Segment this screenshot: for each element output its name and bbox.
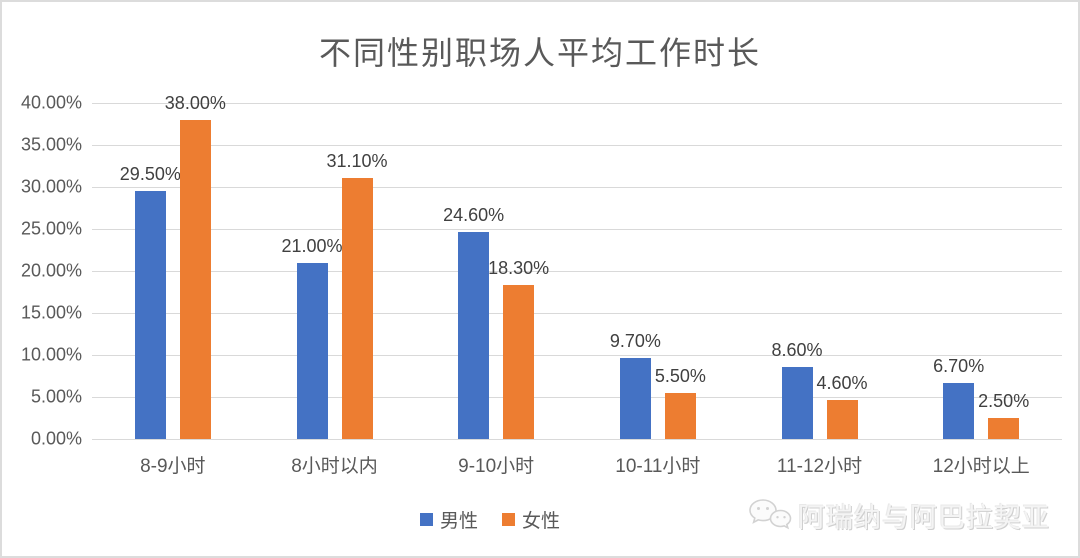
y-tick-label: 25.00% bbox=[20, 218, 82, 239]
bar-groups: 29.50% 38.00% 21.00% 31.10% 24.60% 18.30% 9.70… bbox=[92, 93, 1062, 439]
bar-value-label: 8.60% bbox=[771, 339, 823, 360]
x-axis-labels: 8-9小时 8小时以内 9-10小时 10-11小时 11-12小时 12小时以上 bbox=[92, 451, 1062, 478]
y-tick-label: 30.00% bbox=[20, 176, 82, 197]
bar-female bbox=[341, 177, 373, 439]
bar-column: 31.10% bbox=[326, 103, 388, 439]
gridline bbox=[92, 270, 1062, 272]
x-category-label: 8小时以内 bbox=[291, 456, 378, 477]
bar-value-label: 5.50% bbox=[654, 365, 706, 386]
bar-group: 24.60% 18.30% bbox=[415, 103, 577, 439]
x-category-label: 9-10小时 bbox=[458, 456, 535, 477]
bar-male bbox=[619, 357, 651, 439]
legend-item-female: 女性 bbox=[502, 506, 560, 533]
bar-group: 29.50% 38.00% bbox=[92, 93, 254, 439]
x-category-label: 8-9小时 bbox=[140, 456, 206, 477]
bar-male bbox=[943, 382, 975, 439]
legend-label-male: 男性 bbox=[439, 511, 478, 532]
bar-column: 5.50% bbox=[655, 103, 706, 439]
y-axis: 0.00% 5.00% 10.00% 15.00% 20.00% 25.00% 30.00%… bbox=[12, 93, 82, 449]
y-tick-label: 0.00% bbox=[30, 428, 82, 449]
gridline bbox=[92, 186, 1062, 188]
x-category-label: 10-11小时 bbox=[615, 456, 701, 477]
bar-female bbox=[826, 400, 858, 439]
y-tick-label: 5.00% bbox=[30, 386, 82, 407]
y-tick-label: 10.00% bbox=[20, 344, 82, 365]
y-tick-label: 20.00% bbox=[20, 260, 82, 281]
bar-column: 4.60% bbox=[816, 103, 868, 439]
bar-value-label: 38.00% bbox=[164, 92, 226, 113]
x-category-label: 12小时以上 bbox=[932, 456, 1030, 477]
bar-column: 18.30% bbox=[488, 103, 549, 439]
bar-group: 9.70% 5.50% bbox=[577, 103, 739, 439]
bar-column: 6.70% bbox=[933, 103, 984, 439]
bar-value-label: 29.50% bbox=[119, 164, 181, 185]
watermark-text: 阿瑞纳与阿巴拉契亚 bbox=[798, 503, 1050, 533]
watermark: 阿瑞纳与阿巴拉契亚 bbox=[748, 496, 1050, 535]
legend-item-male: 男性 bbox=[419, 506, 478, 533]
legend-label-female: 女性 bbox=[522, 511, 561, 532]
gridline bbox=[92, 312, 1062, 314]
bar-value-label: 9.70% bbox=[609, 330, 661, 351]
bar-value-label: 4.60% bbox=[816, 373, 868, 394]
bar-column: 9.70% bbox=[610, 103, 661, 439]
gridline bbox=[92, 228, 1062, 230]
male-series-swatch bbox=[419, 513, 433, 526]
bar-group: 6.70% 2.50% bbox=[900, 103, 1062, 439]
plot-area: 29.50% 38.00% 21.00% 31.10% 24.60% 18.30% 9.70… bbox=[92, 93, 1062, 440]
bar-female bbox=[664, 392, 696, 439]
bar-column: 8.60% bbox=[771, 103, 823, 439]
gridline bbox=[92, 144, 1062, 146]
bar-column: 24.60% bbox=[443, 103, 504, 439]
wechat-icon bbox=[749, 498, 792, 529]
bar-value-label: 24.60% bbox=[443, 205, 505, 226]
bar-male bbox=[134, 191, 166, 439]
gridline bbox=[92, 354, 1062, 356]
y-tick-label: 15.00% bbox=[20, 302, 82, 323]
bar-column: 2.50% bbox=[978, 103, 1029, 439]
bar-male bbox=[296, 262, 328, 439]
chart-title: 不同性别职场人平均工作时长 bbox=[318, 35, 761, 71]
bar-value-label: 21.00% bbox=[281, 235, 343, 256]
bar-group: 21.00% 31.10% bbox=[254, 103, 416, 439]
bar-column: 21.00% bbox=[281, 103, 343, 439]
bar-column: 29.50% bbox=[120, 103, 181, 439]
gridline bbox=[92, 102, 1062, 104]
female-series-swatch bbox=[502, 513, 515, 526]
bar-male bbox=[781, 366, 813, 439]
bar-value-label: 18.30% bbox=[488, 258, 550, 279]
gridline bbox=[92, 438, 1062, 440]
bar-value-label: 6.70% bbox=[933, 355, 985, 376]
bar-group: 8.60% 4.60% bbox=[739, 103, 901, 439]
bar-value-label: 2.50% bbox=[978, 391, 1030, 411]
gridline bbox=[92, 396, 1062, 398]
x-category-label: 11-12小时 bbox=[776, 456, 863, 477]
y-tick-label: 35.00% bbox=[20, 134, 82, 155]
bar-female bbox=[503, 285, 535, 439]
bar-male bbox=[458, 232, 490, 439]
legend: 男性 女性 bbox=[2, 506, 978, 533]
bar-value-label: 31.10% bbox=[326, 150, 388, 171]
bar-female bbox=[179, 119, 211, 439]
y-tick-label: 40.00% bbox=[20, 92, 82, 113]
bar-female bbox=[988, 418, 1020, 439]
bar-column: 38.00% bbox=[165, 93, 226, 439]
